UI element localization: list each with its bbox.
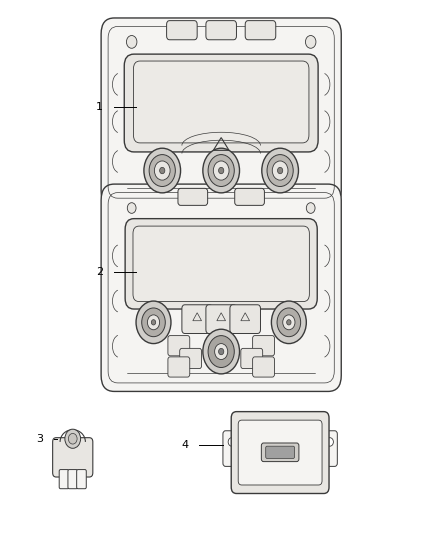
Circle shape (305, 36, 316, 49)
Text: 2: 2 (96, 267, 103, 277)
FancyBboxPatch shape (180, 349, 201, 368)
Text: 1: 1 (96, 102, 103, 112)
Circle shape (208, 155, 234, 187)
FancyBboxPatch shape (124, 54, 318, 152)
FancyBboxPatch shape (59, 470, 69, 489)
FancyBboxPatch shape (206, 305, 237, 334)
Circle shape (306, 203, 315, 213)
FancyBboxPatch shape (253, 336, 275, 356)
FancyBboxPatch shape (241, 349, 263, 368)
Circle shape (267, 155, 293, 187)
Circle shape (277, 308, 300, 337)
FancyBboxPatch shape (53, 438, 93, 477)
FancyBboxPatch shape (101, 184, 341, 391)
Circle shape (219, 349, 224, 355)
FancyBboxPatch shape (77, 470, 86, 489)
Circle shape (148, 315, 159, 330)
FancyBboxPatch shape (68, 470, 78, 489)
FancyBboxPatch shape (320, 431, 337, 466)
Circle shape (159, 167, 165, 174)
FancyBboxPatch shape (166, 21, 197, 40)
Circle shape (151, 320, 155, 325)
FancyBboxPatch shape (235, 188, 265, 205)
FancyBboxPatch shape (266, 446, 294, 458)
Circle shape (127, 36, 137, 49)
FancyBboxPatch shape (231, 411, 329, 494)
Circle shape (219, 167, 224, 174)
Circle shape (278, 167, 283, 174)
Circle shape (287, 320, 291, 325)
FancyBboxPatch shape (182, 305, 212, 334)
Circle shape (208, 336, 234, 368)
FancyBboxPatch shape (261, 443, 299, 462)
Circle shape (149, 155, 175, 187)
FancyBboxPatch shape (245, 21, 276, 40)
Text: 3: 3 (36, 434, 43, 445)
Circle shape (326, 438, 333, 446)
Circle shape (272, 161, 288, 180)
FancyBboxPatch shape (134, 61, 309, 143)
Circle shape (203, 329, 240, 374)
Circle shape (65, 429, 81, 448)
FancyBboxPatch shape (133, 226, 309, 302)
Circle shape (272, 301, 306, 344)
FancyBboxPatch shape (178, 188, 208, 205)
FancyBboxPatch shape (238, 420, 322, 485)
FancyBboxPatch shape (253, 357, 275, 377)
FancyBboxPatch shape (230, 305, 261, 334)
FancyBboxPatch shape (101, 18, 341, 207)
Circle shape (144, 148, 180, 193)
Circle shape (283, 315, 295, 330)
Circle shape (136, 301, 171, 344)
Text: 4: 4 (181, 440, 188, 450)
FancyBboxPatch shape (125, 219, 317, 309)
Circle shape (127, 203, 136, 213)
Circle shape (262, 148, 298, 193)
Circle shape (228, 438, 235, 446)
FancyBboxPatch shape (168, 357, 190, 377)
Circle shape (215, 344, 228, 360)
Circle shape (68, 433, 77, 444)
FancyBboxPatch shape (168, 336, 190, 356)
FancyBboxPatch shape (223, 431, 240, 466)
Circle shape (154, 161, 170, 180)
Circle shape (203, 148, 240, 193)
FancyBboxPatch shape (206, 21, 237, 40)
Circle shape (213, 161, 229, 180)
Circle shape (142, 308, 165, 337)
